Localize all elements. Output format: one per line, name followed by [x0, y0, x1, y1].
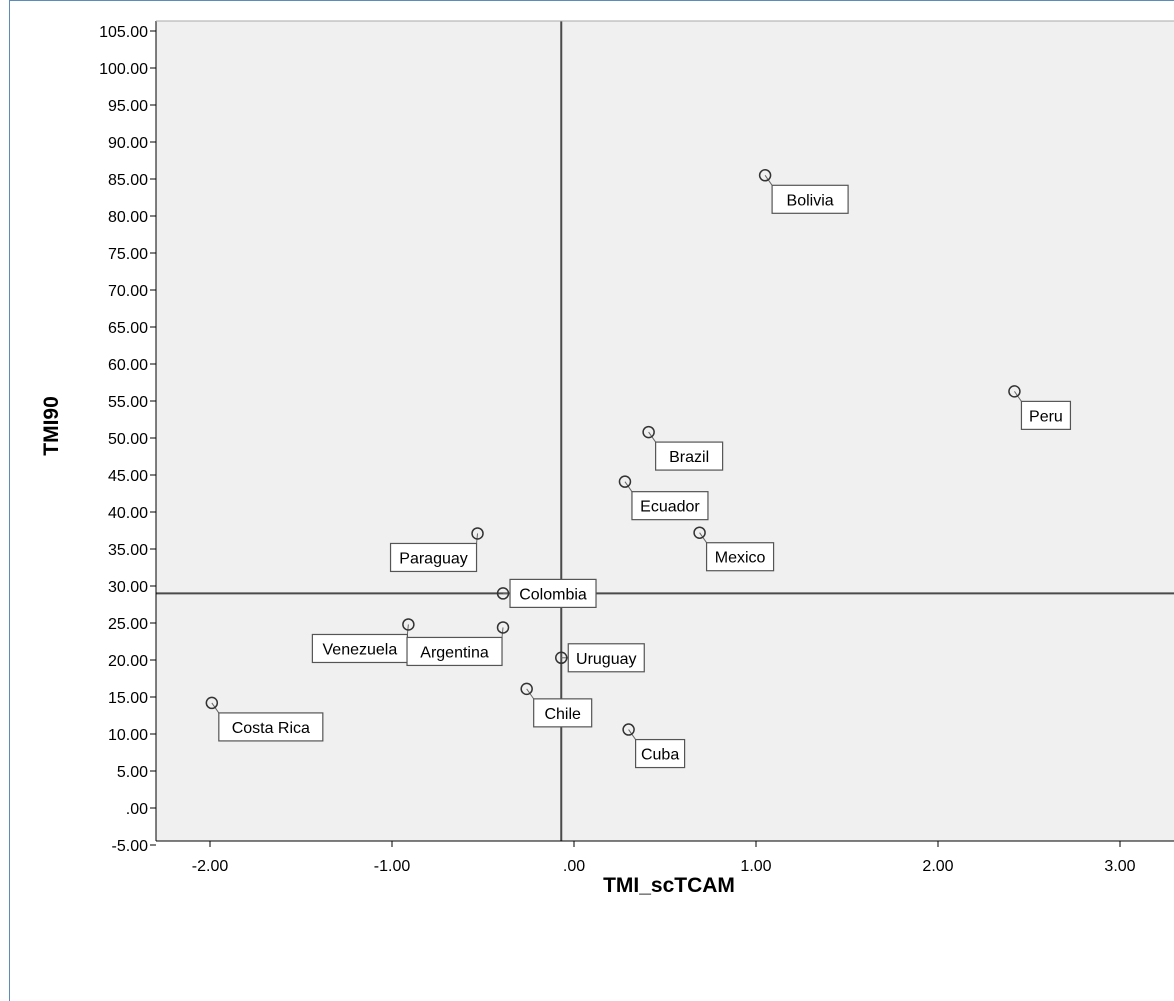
- data-point: Costa Rica: [205, 696, 324, 742]
- y-tick-label: 105.00: [99, 24, 148, 41]
- point-label: Mexico: [715, 550, 766, 567]
- point-marker: [758, 169, 772, 182]
- point-label-box: [218, 712, 324, 742]
- point-label-box: [1020, 400, 1072, 430]
- point-marker: [555, 651, 568, 665]
- point-label-box: [705, 542, 775, 572]
- data-point: Uruguay: [555, 643, 645, 673]
- point-marker: [520, 682, 533, 696]
- y-tick-label: 50.00: [108, 431, 148, 448]
- data-point: Paraguay: [389, 527, 484, 573]
- point-marker: [693, 526, 706, 539]
- axes: [155, 20, 1174, 842]
- data-point: Peru: [1008, 385, 1072, 430]
- y-tick-label: 95.00: [108, 98, 148, 115]
- y-tick-label: 80.00: [108, 209, 148, 226]
- data-point: Bolivia: [758, 169, 849, 214]
- point-label: Bolivia: [787, 192, 834, 209]
- y-tick-label: 55.00: [108, 394, 148, 411]
- data-point: Ecuador: [618, 475, 709, 521]
- point-label-box: [533, 698, 593, 728]
- data-point: Brazil: [642, 425, 724, 471]
- y-tick-label: .00: [126, 801, 148, 818]
- y-tick-label: 20.00: [108, 653, 148, 670]
- point-label: Argentina: [420, 644, 489, 661]
- point-marker: [1008, 385, 1021, 398]
- y-tick-label: 25.00: [108, 616, 148, 633]
- point-marker: [496, 621, 510, 634]
- y-tick-label: 40.00: [108, 505, 148, 522]
- point-label-box: [631, 491, 709, 521]
- x-tick-label: -2.00: [192, 858, 229, 875]
- y-tick-label: 65.00: [108, 320, 148, 337]
- data-point: Chile: [520, 682, 593, 728]
- x-tick-label: 1.00: [740, 858, 771, 875]
- point-marker: [205, 696, 219, 710]
- point-marker: [496, 587, 510, 600]
- point-label-box: [771, 184, 849, 214]
- point-label-box: [509, 578, 597, 609]
- point-marker: [618, 475, 632, 488]
- plot-area: [156, 21, 1174, 841]
- y-tick-label: 70.00: [108, 283, 148, 300]
- x-axis-ticks: -2.00 -1.00 .00 1.00 2.00 3.00: [192, 841, 1136, 875]
- x-tick-label: 2.00: [922, 858, 953, 875]
- point-label-box: [655, 441, 724, 471]
- point-label: Colombia: [519, 586, 587, 603]
- data-points: Bolivia Peru Brazil Ecuador Mexico Paraguay Co…: [205, 169, 1072, 769]
- point-label-box: [634, 738, 686, 769]
- data-point: Argentina: [406, 621, 510, 667]
- y-tick-label: 90.00: [108, 135, 148, 152]
- y-tick-label: 30.00: [108, 579, 148, 596]
- point-label: Paraguay: [399, 550, 468, 567]
- y-tick-label: 5.00: [117, 764, 148, 781]
- y-axis-ticks: -5.00 .00 5.00 10.00 15.00 20.00 25.00 30.00 35.…: [99, 24, 156, 855]
- y-tick-label: 15.00: [108, 690, 148, 707]
- x-axis-label: TMI_scTCAM: [603, 874, 735, 897]
- data-point: Mexico: [693, 526, 775, 572]
- y-tick-label: 75.00: [108, 246, 148, 263]
- x-tick-label: 3.00: [1104, 858, 1135, 875]
- x-tick-label: -1.00: [374, 858, 411, 875]
- point-label: Uruguay: [576, 651, 636, 668]
- point-marker: [642, 425, 655, 439]
- data-point: Colombia: [496, 578, 597, 609]
- point-marker: [402, 618, 415, 631]
- point-label: Peru: [1029, 408, 1063, 425]
- point-label: Ecuador: [640, 499, 700, 516]
- y-tick-label: 45.00: [108, 468, 148, 485]
- point-label: Brazil: [669, 449, 709, 466]
- y-tick-label: 35.00: [108, 542, 148, 559]
- point-label-box: [567, 643, 645, 673]
- y-tick-label: 85.00: [108, 172, 148, 189]
- point-label: Costa Rica: [232, 720, 310, 737]
- y-tick-label: -5.00: [112, 838, 149, 855]
- y-tick-label: 60.00: [108, 357, 148, 374]
- point-label: Chile: [544, 706, 581, 723]
- point-label-box: [389, 542, 478, 573]
- x-tick-label: .00: [563, 858, 585, 875]
- point-marker: [471, 527, 484, 540]
- point-label-box: [406, 636, 503, 667]
- y-tick-label: 100.00: [99, 61, 148, 78]
- y-tick-label: 10.00: [108, 727, 148, 744]
- data-point: Cuba: [622, 723, 686, 769]
- y-axis-label: TMI90: [40, 396, 63, 456]
- point-label: Venezuela: [323, 641, 398, 658]
- point-marker: [622, 723, 635, 736]
- point-label: Cuba: [641, 747, 679, 764]
